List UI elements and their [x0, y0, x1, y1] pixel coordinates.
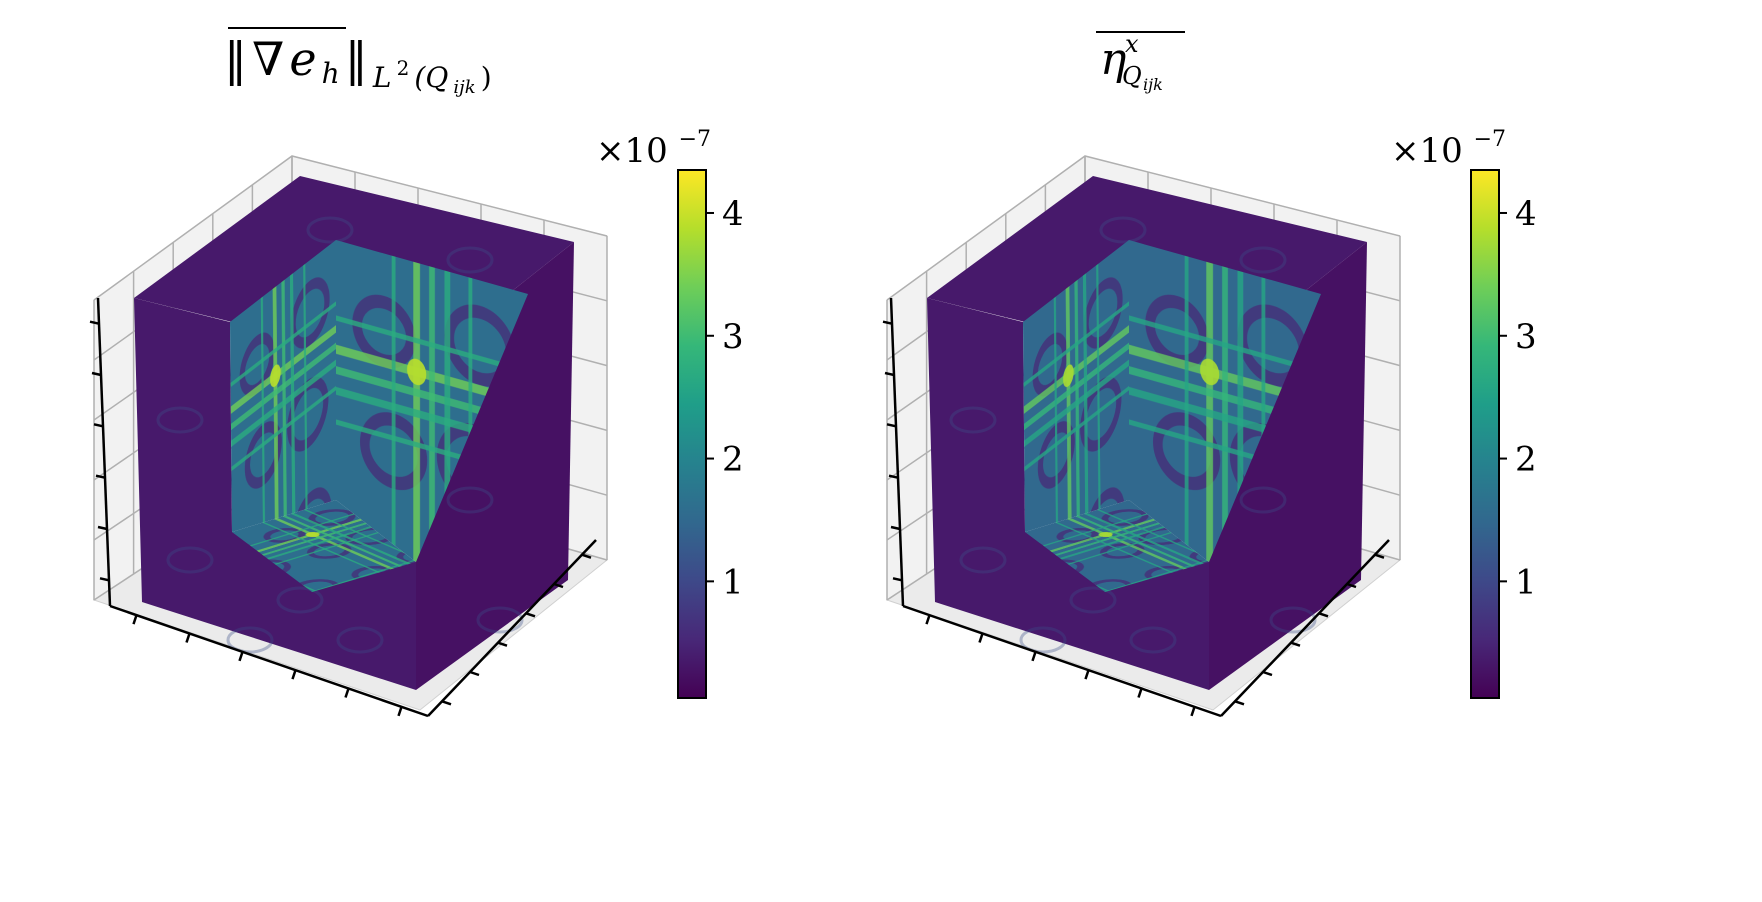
cut-face-floor [1025, 500, 1209, 592]
title-symbol-sub: Q [1122, 62, 1142, 90]
colorbar: 1 2 3 4 ×10 −7 [1391, 127, 1537, 699]
colorbar-tick-label: 3 [1515, 317, 1537, 357]
title-text: η x Q ijk [1100, 30, 1163, 94]
z-axis-tick [884, 371, 895, 377]
z-axis-tick [886, 423, 897, 428]
x-axis-tick [344, 688, 350, 698]
z-axis [889, 297, 905, 607]
error-norm-figure: ‖ ∇ e h ‖ L 2 (Q ijk ) 1 2 3 4 ×10 −7 [89, 27, 744, 718]
x-axis-tick [238, 651, 244, 662]
title-symbol-sub-sub: ijk [1143, 75, 1163, 94]
axes-lines [882, 297, 1390, 718]
colorbar-tick-label: 4 [1515, 194, 1537, 234]
y-axis-tick [525, 612, 536, 618]
title-domain-sub: ijk [453, 77, 475, 98]
y-axis-tick [553, 582, 564, 589]
x-axis-tick [132, 614, 138, 625]
y-axis-tick [441, 700, 452, 706]
y-axis-tick [1290, 641, 1301, 647]
x-axis-tick [291, 669, 297, 680]
colorbar-tick-label: 2 [722, 440, 744, 480]
axes-lines [89, 297, 597, 718]
estimator-panel: η x Q ijk 1 2 3 4 ×10 −7 [881, 0, 1762, 902]
colorbar-tick-label: 1 [1515, 562, 1537, 602]
colorbar-multiplier-exp: −7 [1474, 127, 1506, 152]
y-axis [1220, 539, 1390, 717]
title-domain: (Q [414, 61, 448, 94]
y-axis-tick [1234, 700, 1245, 706]
x-axis [109, 604, 429, 718]
y-axis-tick [1262, 670, 1273, 677]
z-axis-tick [93, 423, 104, 428]
x-axis-tick [1031, 651, 1037, 662]
cut-face-left [1023, 240, 1129, 532]
x-axis-tick [1084, 669, 1090, 680]
chart-title: η x Q ijk [1096, 30, 1185, 94]
colorbar-frame [1470, 169, 1500, 699]
y-axis [427, 539, 597, 717]
y-axis-tick [1346, 582, 1357, 589]
z-axis-tick [890, 525, 901, 531]
x-axis [902, 604, 1222, 718]
colorbar-multiplier-base: ×10 [1391, 131, 1463, 171]
colorbar-tick-label: 2 [1515, 440, 1537, 480]
title-var-sub: h [322, 57, 340, 90]
z-axis-tick [89, 320, 100, 325]
title-domain-close: ) [481, 61, 492, 94]
cut-face-floor [232, 500, 416, 592]
error-norm-panel: ‖ ∇ e h ‖ L 2 (Q ijk ) 1 2 3 4 ×10 −7 [89, 27, 744, 718]
y-axis-tick [497, 641, 508, 647]
colorbar-ticks: 1 2 3 4 [1499, 194, 1537, 602]
z-axis-tick [882, 320, 893, 325]
cube-scene [89, 155, 609, 718]
x-axis-tick [185, 633, 191, 643]
title-norm-open: ‖ [224, 32, 247, 86]
x-axis-tick [1137, 688, 1143, 698]
cube-scene [882, 155, 1402, 718]
cut-face-back [336, 240, 528, 562]
title-var: e [289, 32, 316, 86]
colorbar: 1 2 3 4 ×10 −7 [596, 127, 744, 699]
cube-front-face [134, 298, 416, 690]
colorbar-tick-label: 1 [722, 562, 744, 602]
z-axis-tick [99, 577, 110, 582]
cube-outer-texture [949, 216, 1317, 654]
z-axis-tick [91, 371, 102, 377]
y-axis-tick [1318, 612, 1329, 618]
colorbar-gradient [678, 170, 706, 698]
colorbar-multiplier-exp: −7 [679, 127, 711, 152]
colorbar-tick-label: 4 [722, 194, 744, 234]
colorbar-frame [677, 169, 707, 699]
colorbar-tick-label: 3 [722, 317, 744, 357]
y-axis-tick [581, 553, 592, 559]
chart-title: ‖ ∇ e h ‖ L 2 (Q ijk ) [224, 27, 492, 98]
z-axis-tick [95, 474, 106, 479]
title-space-sup: 2 [397, 56, 410, 80]
cut-face-left [230, 240, 336, 532]
cut-face-back [1129, 240, 1321, 562]
estimator-figure: η x Q ijk 1 2 3 4 ×10 −7 [882, 30, 1537, 718]
y-axis-tick [469, 670, 480, 677]
z-axis-tick [888, 474, 899, 479]
colorbar-multiplier-base: ×10 [596, 131, 668, 171]
colorbar-ticks: 1 2 3 4 [706, 194, 744, 602]
x-axis-tick [978, 633, 984, 643]
x-axis-tick [925, 614, 931, 625]
title-norm-close: ‖ [345, 32, 368, 86]
colorbar-multiplier: ×10 −7 [596, 127, 711, 171]
title-nabla: ∇ [252, 32, 284, 86]
title-text: ‖ ∇ e h ‖ L 2 (Q ijk ) [224, 32, 492, 98]
title-symbol-sup: x [1125, 30, 1139, 58]
title-space: L [372, 61, 392, 94]
z-axis-tick [97, 525, 108, 531]
colorbar-multiplier: ×10 −7 [1391, 127, 1506, 171]
cube-front-face [927, 298, 1209, 690]
y-axis-tick [1374, 553, 1385, 559]
z-axis-tick [892, 577, 903, 582]
title-symbol: η [1100, 34, 1126, 85]
x-axis-tick [1190, 706, 1196, 717]
colorbar-gradient [1471, 170, 1499, 698]
z-axis [96, 297, 112, 607]
x-axis-tick [397, 706, 403, 717]
